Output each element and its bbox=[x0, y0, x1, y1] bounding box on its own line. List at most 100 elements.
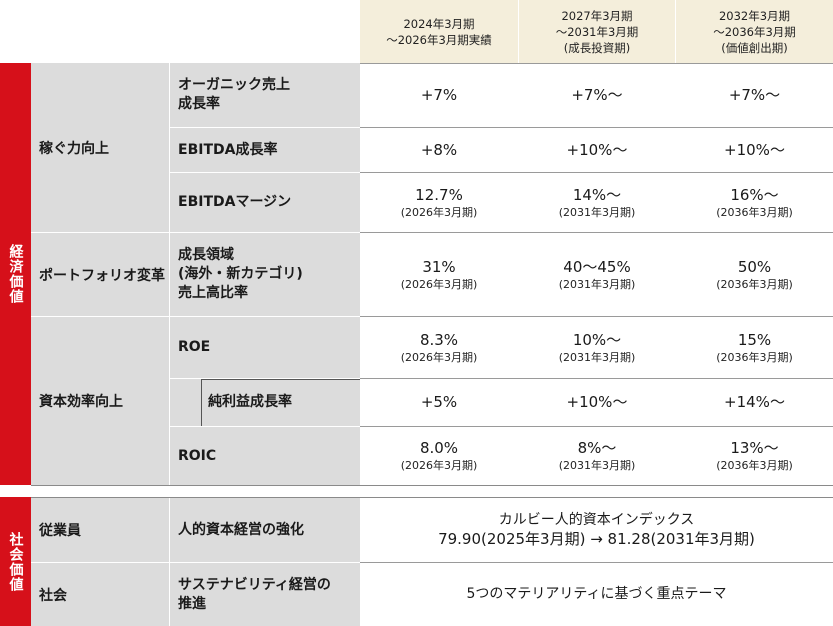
section-economic-value: 経済価値 bbox=[0, 63, 31, 485]
value-cell: 10%〜 (2031年3月期) bbox=[519, 317, 675, 378]
kpi-human-capital: 人的資本経営の強化 bbox=[170, 498, 360, 562]
row-divider bbox=[360, 378, 833, 379]
kpi-label: ROIC bbox=[178, 447, 217, 464]
row-divider bbox=[360, 316, 833, 317]
value-cell: +7%〜 bbox=[519, 63, 675, 127]
row-divider bbox=[31, 485, 833, 486]
group-earning-power: 稼ぐ力向上 bbox=[31, 63, 169, 232]
kpi-sustainability: サステナビリティ経営の 推進 bbox=[170, 563, 360, 626]
group-label: 稼ぐ力向上 bbox=[39, 140, 109, 157]
value-main: +7%〜 bbox=[728, 85, 781, 104]
kpi-label: 成長領域 bbox=[178, 247, 234, 263]
row-divider bbox=[360, 127, 833, 128]
value-main: 31% bbox=[422, 257, 456, 276]
group-society: 社会 bbox=[31, 563, 169, 626]
bracket-line bbox=[201, 379, 202, 426]
value-main: +10%〜 bbox=[566, 393, 628, 411]
row-divider bbox=[31, 232, 360, 233]
group-capital-efficiency: 資本効率向上 bbox=[31, 317, 169, 485]
row-divider bbox=[360, 63, 833, 64]
header-col-2032-2036: 2032年3月期 〜2036年3月期 (価値創出期) bbox=[676, 0, 833, 63]
value-cell: +14%〜 bbox=[676, 379, 833, 426]
section-label: 経済価値 bbox=[7, 244, 24, 304]
value-human-capital-index: カルビー人的資本インデックス 79.90(2025年3月期) → 81.28(2… bbox=[360, 498, 833, 562]
value-line: 5つのマテリアリティに基づく重点テーマ bbox=[466, 586, 727, 602]
row-divider bbox=[360, 562, 833, 563]
value-cell: 40〜45% (2031年3月期) bbox=[519, 233, 675, 316]
value-main: +10%〜 bbox=[724, 140, 785, 159]
value-period: (2036年3月期) bbox=[716, 277, 793, 291]
value-main: +10%〜 bbox=[566, 140, 628, 159]
header-line: (価値創出期) bbox=[721, 40, 788, 55]
value-cell: 50% (2036年3月期) bbox=[676, 233, 833, 316]
kpi-label: (海外・新カテゴリ) bbox=[178, 266, 303, 282]
value-cell: 8.0% (2026年3月期) bbox=[360, 427, 518, 485]
header-line: 〜2026年3月期実績 bbox=[386, 32, 492, 47]
value-cell: 14%〜 (2031年3月期) bbox=[519, 173, 675, 232]
kpi-label: 推進 bbox=[178, 595, 206, 612]
value-main: 8.0% bbox=[419, 439, 459, 457]
value-main: 13%〜 bbox=[730, 439, 779, 457]
value-main: 40〜45% bbox=[563, 257, 631, 276]
value-cell: +7%〜 bbox=[676, 63, 833, 127]
value-cell: +10%〜 bbox=[519, 128, 675, 172]
section-label: 社会価値 bbox=[7, 531, 24, 592]
value-main: 8.3% bbox=[419, 330, 459, 349]
value-main: 14%〜 bbox=[572, 185, 622, 204]
kpi-label: サステナビリティ経営の bbox=[178, 576, 331, 593]
value-main: 50% bbox=[737, 257, 772, 276]
header-line: 2024年3月期 bbox=[403, 16, 475, 31]
header-col-2024-2026: 2024年3月期 〜2026年3月期実績 bbox=[360, 0, 518, 63]
value-period: (2031年3月期) bbox=[558, 205, 636, 219]
kpi-label: 純利益成長率 bbox=[208, 394, 292, 410]
header-line: 2027年3月期 bbox=[561, 8, 633, 23]
value-main: 16%〜 bbox=[730, 185, 779, 204]
group-label: ポートフォリオ変革 bbox=[39, 267, 165, 284]
group-portfolio: ポートフォリオ変革 bbox=[31, 233, 169, 316]
header-line: 〜2036年3月期 bbox=[713, 24, 796, 39]
value-period: (2026年3月期) bbox=[400, 350, 478, 364]
value-cell: 12.7% (2026年3月期) bbox=[360, 173, 518, 232]
value-cell: 15% (2036年3月期) bbox=[676, 317, 833, 378]
value-cell: 8%〜 (2031年3月期) bbox=[519, 427, 675, 485]
value-cell: 31% (2026年3月期) bbox=[360, 233, 518, 316]
section-social-value: 社会価値 bbox=[0, 497, 31, 626]
value-period: (2036年3月期) bbox=[716, 459, 793, 472]
kpi-growth-area-ratio: 成長領域 (海外・新カテゴリ) 売上高比率 bbox=[170, 233, 360, 316]
value-line: カルビー人的資本インデックス bbox=[498, 512, 695, 528]
kpi-label: 人的資本経営の強化 bbox=[178, 521, 304, 538]
kpi-label: EBITDA成長率 bbox=[178, 141, 278, 158]
header-col-2027-2031: 2027年3月期 〜2031年3月期 (成長投資期) bbox=[519, 0, 675, 63]
kpi-label: オーガニック売上 bbox=[178, 77, 290, 93]
group-label: 資本効率向上 bbox=[39, 394, 123, 410]
value-main: 10%〜 bbox=[572, 330, 622, 349]
kpi-roic: ROIC bbox=[170, 427, 360, 485]
value-cell: 8.3% (2026年3月期) bbox=[360, 317, 518, 378]
row-divider bbox=[31, 497, 833, 498]
header-line: 〜2031年3月期 bbox=[555, 24, 639, 39]
value-cell: +10%〜 bbox=[519, 379, 675, 426]
row-divider bbox=[360, 426, 833, 427]
value-main: +14%〜 bbox=[724, 393, 785, 411]
value-period: (2026年3月期) bbox=[400, 277, 478, 291]
header-line: (成長投資期) bbox=[563, 40, 631, 55]
value-cell: 16%〜 (2036年3月期) bbox=[676, 173, 833, 232]
kpi-net-income-growth: 純利益成長率 bbox=[170, 379, 360, 426]
value-main: 8%〜 bbox=[577, 439, 617, 457]
row-divider bbox=[31, 316, 360, 317]
header-line: 2032年3月期 bbox=[718, 8, 791, 23]
value-main: +5% bbox=[420, 393, 458, 411]
value-main: 15% bbox=[737, 330, 772, 349]
value-line: 79.90(2025年3月期) → 81.28(2031年3月期) bbox=[438, 530, 755, 548]
group-label: 社会 bbox=[39, 587, 67, 604]
value-main: +7%〜 bbox=[571, 85, 623, 104]
kpi-label: 売上高比率 bbox=[178, 285, 248, 301]
value-period: (2026年3月期) bbox=[400, 205, 478, 219]
row-divider bbox=[360, 232, 833, 233]
value-cell: +7% bbox=[360, 63, 518, 127]
value-cell: +8% bbox=[360, 128, 518, 172]
value-period: (2031年3月期) bbox=[558, 350, 636, 364]
value-period: (2036年3月期) bbox=[716, 205, 793, 219]
kpi-ebitda-margin: EBITDAマージン bbox=[170, 173, 360, 232]
row-divider bbox=[170, 426, 360, 427]
